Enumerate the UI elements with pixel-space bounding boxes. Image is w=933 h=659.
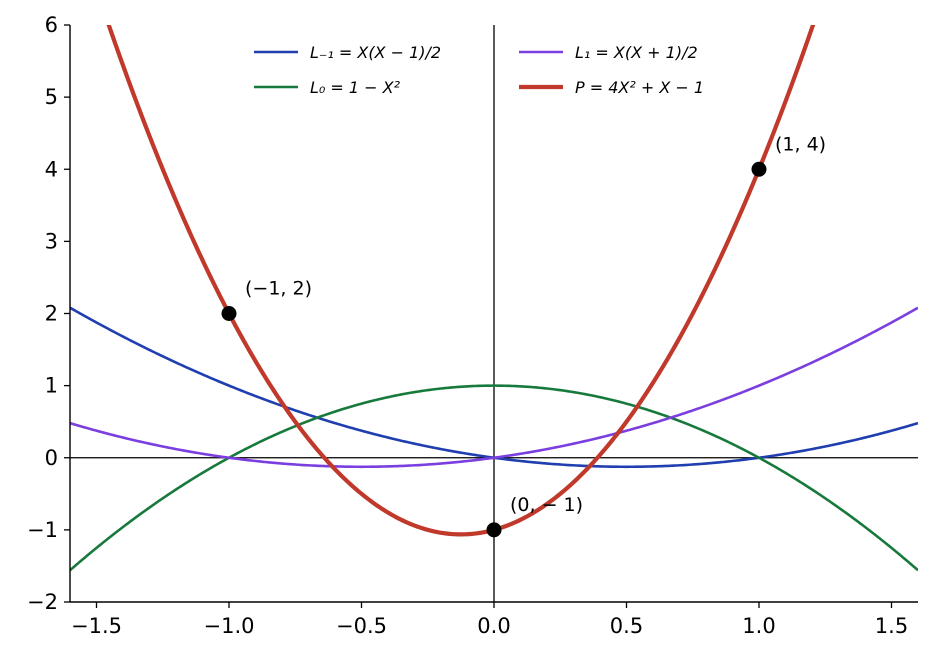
legend-label-l-minus-1: L₋₁ = X(X − 1)/2: [310, 43, 441, 62]
x-tick-label: −0.5: [336, 614, 387, 638]
x-tick-label: −1.0: [204, 614, 255, 638]
curves-layer: [70, 25, 918, 602]
y-tick-label: 4: [45, 157, 58, 181]
axes-layer: −1.5 −1.0 −0.5 0.0 0.5 1.0 1.5 −2 −1 0 1 2 3 4 5 6: [27, 13, 918, 638]
legend-label-p: P = 4X² + X − 1: [575, 78, 704, 97]
legend: L₋₁ = X(X − 1)/2 L₀ = 1 − X² L₁ = X(X + 1)…: [254, 43, 704, 97]
x-tick-label: 1.0: [742, 614, 775, 638]
x-tick-label: −1.5: [71, 614, 122, 638]
y-tick-label: 3: [45, 229, 58, 253]
y-tick-label: 2: [45, 302, 58, 326]
y-tick-label: 5: [45, 85, 58, 109]
series-line-l-1: [70, 306, 918, 469]
point-1-4: [751, 161, 767, 177]
y-tick-label: 1: [45, 374, 58, 398]
point-0-minus-1: [486, 522, 502, 538]
point-label-1-4: (1, 4): [775, 133, 826, 155]
x-tick-label: 0.5: [610, 614, 643, 638]
legend-label-l-1: L₁ = X(X + 1)/2: [575, 43, 698, 62]
legend-label-l-0: L₀ = 1 − X²: [310, 78, 401, 97]
point-label-minus-1-2: (−1, 2): [245, 278, 312, 300]
y-tick-label: 6: [45, 13, 58, 37]
x-tick-label: 0.0: [477, 614, 510, 638]
x-tick-label: 1.5: [875, 614, 908, 638]
y-tick-label: −2: [27, 590, 58, 614]
point-label-0-minus-1: (0, − 1): [510, 494, 583, 516]
y-tick-label: −1: [27, 518, 58, 542]
y-tick-label: 0: [45, 446, 58, 470]
point-minus-1-2: [221, 306, 237, 321]
series-line-l-0: [70, 384, 918, 572]
points-layer: (−1, 2) (0, − 1) (1, 4): [221, 133, 826, 538]
